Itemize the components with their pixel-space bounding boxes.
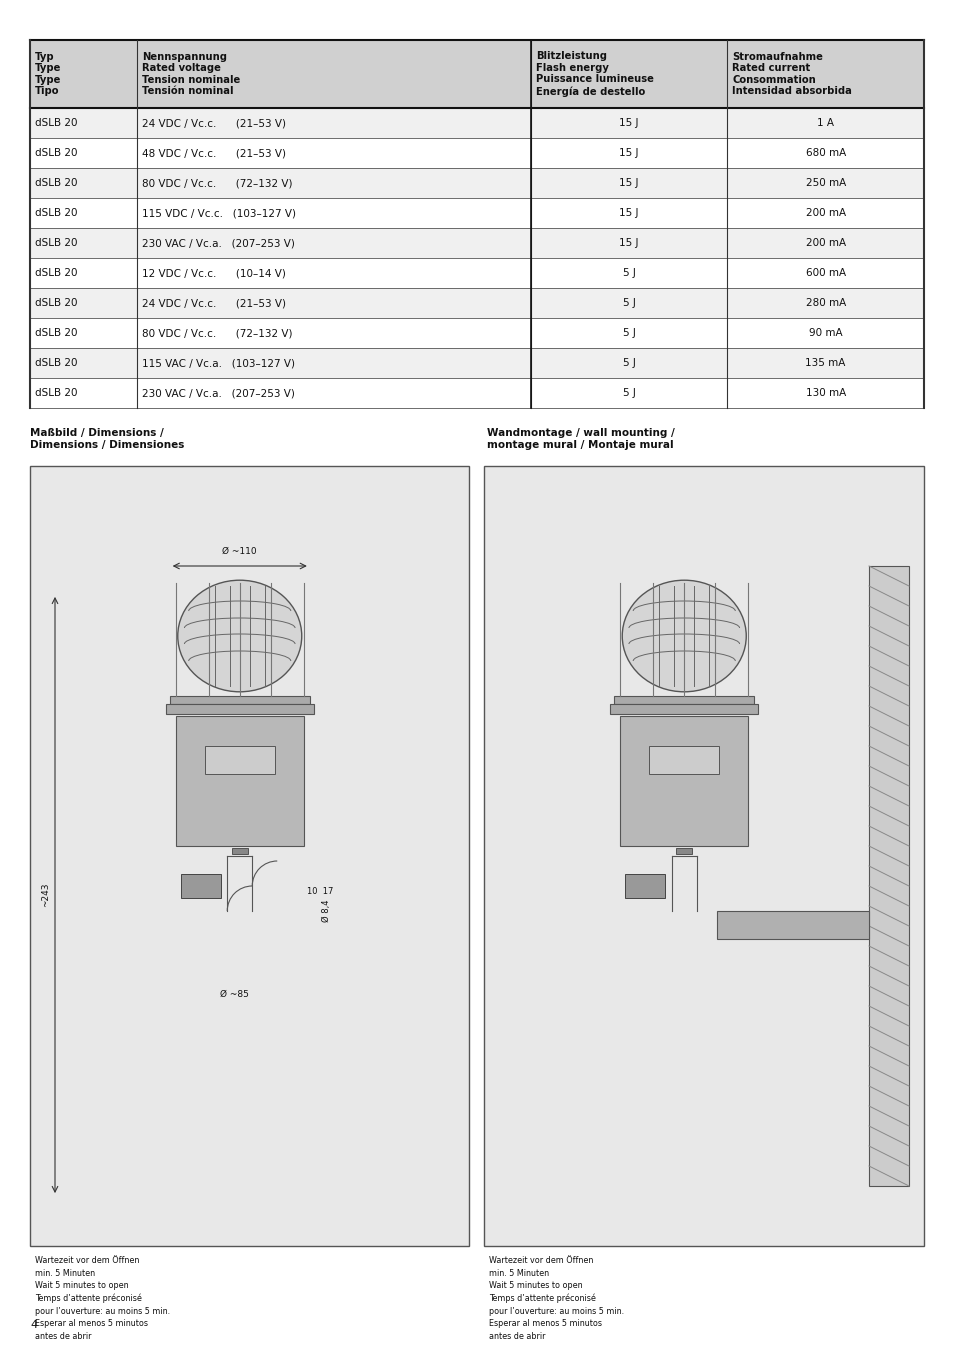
Text: Blitzleistung
Flash energy
Puissance lumineuse
Energía de destello: Blitzleistung Flash energy Puissance lum… [535, 51, 653, 96]
Bar [30, 168, 923, 198]
Text: 600 mA: 600 mA [804, 268, 845, 278]
Text: 80 VDC / Vc.c.      (72–132 V): 80 VDC / Vc.c. (72–132 V) [142, 328, 293, 338]
Text: ~243: ~243 [41, 883, 50, 907]
Text: 230 VAC / Vc.a.   (207–253 V): 230 VAC / Vc.a. (207–253 V) [142, 238, 294, 248]
Text: 5 J: 5 J [622, 298, 635, 307]
Text: 80 VDC / Vc.c.      (72–132 V): 80 VDC / Vc.c. (72–132 V) [142, 177, 293, 188]
Text: 5 J: 5 J [622, 389, 635, 398]
Text: Nennspannung
Rated voltage
Tension nominale
Tensión nominal: Nennspannung Rated voltage Tension nomin… [142, 51, 240, 96]
Bar [30, 288, 923, 318]
Bar [30, 348, 923, 378]
Text: dSLB 20: dSLB 20 [35, 389, 77, 398]
Bar [166, 704, 314, 714]
Text: Ø ~85: Ø ~85 [220, 990, 249, 998]
Text: 24 VDC / Vc.c.      (21–53 V): 24 VDC / Vc.c. (21–53 V) [142, 118, 286, 129]
Text: 15 J: 15 J [618, 238, 639, 248]
Text: Wandmontage / wall mounting /
montage mural / Montaje mural: Wandmontage / wall mounting / montage mu… [486, 428, 674, 450]
Text: dSLB 20: dSLB 20 [35, 177, 77, 188]
Text: 10  17: 10 17 [307, 887, 333, 895]
Bar [30, 138, 923, 168]
Bar [180, 873, 220, 898]
Text: Typ
Type
Type
Tipo: Typ Type Type Tipo [35, 51, 61, 96]
Bar [30, 259, 923, 288]
Text: Maßbild / Dimensions /
Dimensions / Dimensiones: Maßbild / Dimensions / Dimensions / Dime… [30, 428, 184, 450]
Bar [170, 696, 310, 704]
Text: Stromaufnahme
Rated current
Consommation
Intensidad absorbida: Stromaufnahme Rated current Consommation… [732, 51, 851, 96]
Bar [30, 227, 923, 259]
Text: 5 J: 5 J [622, 328, 635, 338]
Text: 4: 4 [30, 1320, 37, 1330]
Text: dSLB 20: dSLB 20 [35, 357, 77, 368]
Text: dSLB 20: dSLB 20 [35, 238, 77, 248]
Text: 12 VDC / Vc.c.      (10–14 V): 12 VDC / Vc.c. (10–14 V) [142, 268, 286, 278]
Text: dSLB 20: dSLB 20 [35, 148, 77, 158]
Text: 280 mA: 280 mA [804, 298, 845, 307]
Bar [676, 848, 692, 854]
Bar [30, 378, 923, 408]
Ellipse shape [621, 581, 745, 692]
Text: 115 VAC / Vc.a.   (103–127 V): 115 VAC / Vc.a. (103–127 V) [142, 357, 295, 368]
Bar [649, 746, 719, 774]
Text: Wartezeit vor dem Öffnen
min. 5 Minuten
Wait 5 minutes to open
Temps d’attente p: Wartezeit vor dem Öffnen min. 5 Minuten … [489, 1257, 624, 1340]
Text: 15 J: 15 J [618, 148, 639, 158]
Text: 90 mA: 90 mA [808, 328, 841, 338]
Text: dSLB 20: dSLB 20 [35, 328, 77, 338]
Text: dSLB 20: dSLB 20 [35, 118, 77, 129]
Text: 200 mA: 200 mA [804, 238, 845, 248]
Text: 680 mA: 680 mA [804, 148, 845, 158]
Text: Ø ~110: Ø ~110 [222, 547, 256, 556]
Text: dSLB 20: dSLB 20 [35, 209, 77, 218]
Text: 115 VDC / Vc.c.   (103–127 V): 115 VDC / Vc.c. (103–127 V) [142, 209, 296, 218]
Text: 130 mA: 130 mA [804, 389, 845, 398]
Bar [619, 716, 747, 846]
Text: 15 J: 15 J [618, 209, 639, 218]
Text: Wartezeit vor dem Öffnen
min. 5 Minuten
Wait 5 minutes to open
Temps d’attente p: Wartezeit vor dem Öffnen min. 5 Minuten … [35, 1257, 170, 1340]
Text: 200 mA: 200 mA [804, 209, 845, 218]
Bar [868, 566, 908, 1186]
Text: 24 VDC / Vc.c.      (21–53 V): 24 VDC / Vc.c. (21–53 V) [142, 298, 286, 307]
Bar [30, 198, 923, 227]
Bar [614, 696, 754, 704]
Bar [624, 873, 664, 898]
Text: 15 J: 15 J [618, 118, 639, 129]
Bar [175, 716, 303, 846]
Ellipse shape [177, 581, 301, 692]
Text: 5 J: 5 J [622, 268, 635, 278]
Bar [232, 848, 248, 854]
Text: 48 VDC / Vc.c.      (21–53 V): 48 VDC / Vc.c. (21–53 V) [142, 148, 286, 158]
Text: Ø 8,4: Ø 8,4 [321, 900, 331, 922]
Bar [30, 318, 923, 348]
Bar [610, 704, 758, 714]
Text: 1 A: 1 A [817, 118, 833, 129]
Text: dSLB 20: dSLB 20 [35, 268, 77, 278]
Bar [716, 911, 868, 940]
Bar [30, 108, 923, 138]
Bar [30, 466, 469, 1246]
Text: 135 mA: 135 mA [804, 357, 845, 368]
Bar [205, 746, 274, 774]
Bar [30, 41, 923, 108]
Text: dSLB 20: dSLB 20 [35, 298, 77, 307]
Text: 230 VAC / Vc.a.   (207–253 V): 230 VAC / Vc.a. (207–253 V) [142, 389, 294, 398]
Text: 5 J: 5 J [622, 357, 635, 368]
Text: 15 J: 15 J [618, 177, 639, 188]
Text: 250 mA: 250 mA [804, 177, 845, 188]
Bar [484, 466, 923, 1246]
